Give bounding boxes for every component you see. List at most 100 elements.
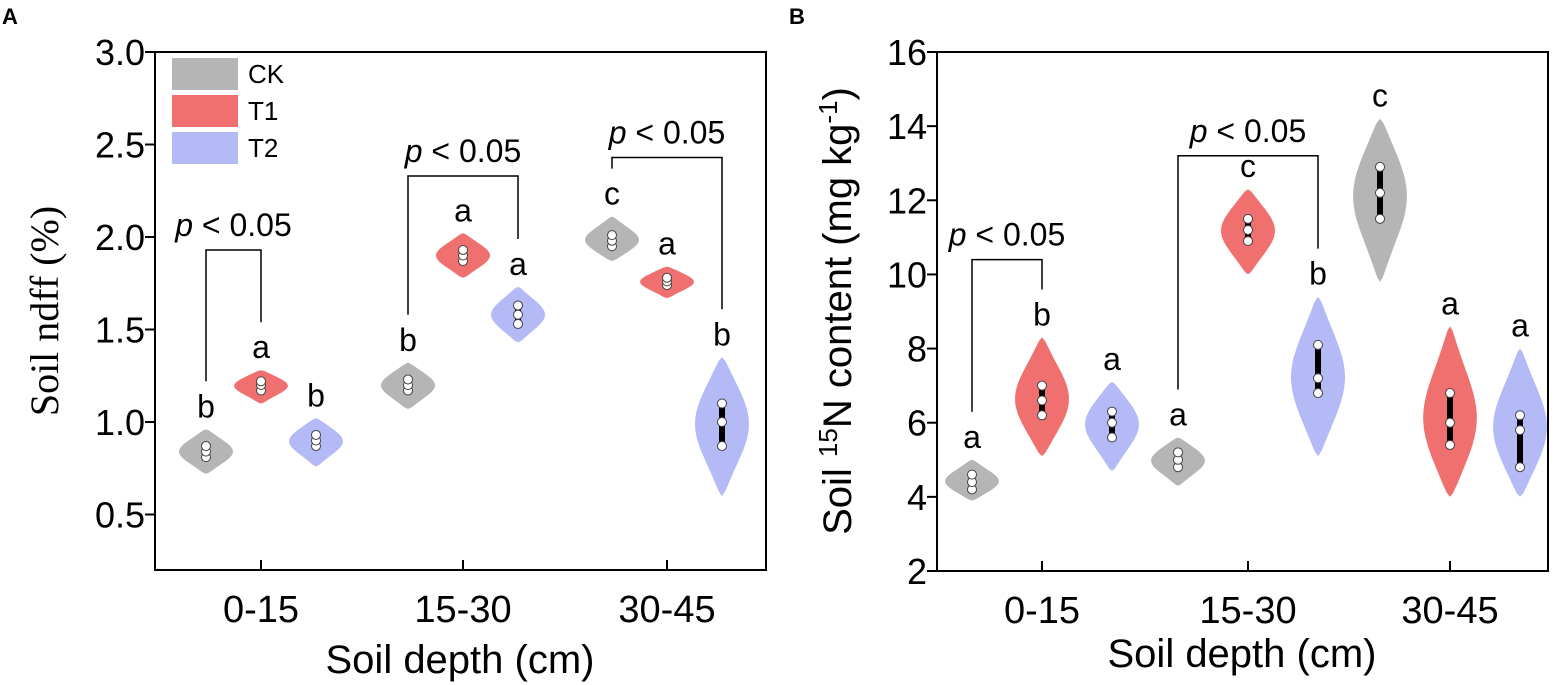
data-point	[1173, 447, 1183, 458]
y-title-b-prefix: Soil	[816, 457, 860, 535]
y-tick-label: 8	[907, 329, 927, 370]
significance-letter: c	[1240, 148, 1256, 184]
data-point	[513, 318, 523, 329]
p-value-label: p < 0.05	[404, 133, 522, 169]
significance-letter: c	[1372, 78, 1388, 114]
x-tick-label: 0-15	[1004, 590, 1080, 632]
x-axis-b: 0-15 15-30 30-45	[1004, 561, 1499, 632]
data-point	[403, 374, 413, 385]
y-tick-label: 14	[887, 106, 927, 147]
y-tick-label: 2.0	[95, 217, 145, 258]
data-point	[607, 230, 617, 241]
data-point	[311, 429, 321, 440]
data-point	[1107, 406, 1117, 417]
p-symbol: p	[174, 207, 193, 243]
data-point	[1107, 432, 1117, 443]
data-point	[1037, 380, 1047, 391]
data-point	[1243, 213, 1253, 224]
data-point	[717, 417, 727, 427]
y-tick-label: 2	[907, 551, 927, 592]
data-point	[201, 441, 211, 452]
p-symbol: p	[1189, 113, 1208, 149]
y-axis-title-a: Soil ndff (%)	[22, 206, 67, 416]
data-point	[967, 469, 977, 480]
panel-letter-a: A	[2, 4, 18, 29]
significance-letter: b	[1033, 296, 1051, 332]
data-point	[1515, 462, 1525, 473]
significance-letter: a	[1511, 308, 1529, 344]
x-tick-label: 15-30	[414, 589, 511, 631]
data-point	[1445, 388, 1455, 399]
y-tick-label: 3.0	[95, 32, 145, 73]
y-axis-a: 0.5 1.0 1.5 2.0 2.5 3.0	[95, 32, 155, 536]
p-value-label: p < 0.05	[948, 217, 1066, 253]
x-axis-title-a: Soil depth (cm)	[326, 638, 595, 682]
data-point	[1037, 395, 1047, 406]
x-axis-title-b: Soil depth (cm)	[1108, 632, 1377, 676]
data-point	[513, 309, 523, 320]
significance-letter: a	[454, 192, 472, 228]
y-title-b-sup: 15	[813, 428, 843, 457]
y-tick-label: 1.0	[95, 402, 145, 443]
p-value-label: p < 0.05	[174, 207, 292, 243]
data-point	[458, 244, 468, 255]
y-axis-title-b: Soil 15N content (mg kg-1)	[813, 87, 860, 535]
y-title-b-sup2: -1	[813, 100, 843, 123]
significance-letter: a	[1169, 397, 1187, 433]
brackets-b: p < 0.05p < 0.05	[948, 113, 1319, 412]
legend-label-t2: T2	[248, 133, 278, 163]
data-point	[717, 441, 727, 452]
y-title-b-mid: N content (mg kg	[816, 124, 860, 429]
p-value-label: p < 0.05	[608, 114, 726, 150]
p-symbol: p	[608, 114, 627, 150]
significance-letter: a	[1103, 341, 1121, 377]
data-point	[1515, 410, 1525, 421]
significance-letter: b	[1309, 256, 1327, 292]
x-tick-label: 30-45	[618, 589, 715, 631]
p-symbol: p	[948, 217, 967, 253]
significance-letter: b	[713, 316, 731, 352]
x-axis-a: 0-15 15-30 30-45	[223, 560, 716, 631]
significance-bracket	[1177, 155, 1319, 390]
legend-swatch-ck	[172, 58, 238, 90]
significance-letter: a	[1441, 285, 1459, 321]
p-threshold: < 0.05	[423, 133, 522, 169]
x-tick-label: 15-30	[1199, 590, 1296, 632]
brackets-a: p < 0.05p < 0.05p < 0.05	[174, 114, 726, 382]
data-point	[662, 272, 672, 283]
significance-bracket	[407, 175, 519, 315]
y-tick-label: 16	[887, 32, 927, 73]
data-point	[1037, 410, 1047, 421]
p-value-label: p < 0.05	[1189, 113, 1307, 149]
legend-label-ck: CK	[248, 59, 285, 89]
significance-bracket	[971, 258, 1043, 412]
violin-box	[1315, 344, 1321, 394]
violins-a: b b c a a a b a b	[179, 176, 749, 496]
y-tick-label: 2.5	[95, 125, 145, 166]
plot-frame-a	[154, 51, 767, 571]
data-point	[256, 376, 266, 387]
y-tick-label: 6	[907, 403, 927, 444]
data-point	[1243, 236, 1253, 247]
legend-swatch-t1	[172, 95, 238, 127]
significance-letter: b	[307, 377, 325, 413]
p-threshold: < 0.05	[193, 207, 292, 243]
x-tick-label: 30-45	[1401, 590, 1498, 632]
significance-letter: a	[252, 329, 270, 365]
panel-letter-b: B	[789, 4, 805, 29]
panel-b: B 2 4 6 8 10 12 14 16 0-15 15-30 30-45 a a c b c a a ba …	[789, 4, 1549, 676]
data-point	[1243, 224, 1253, 235]
legend: CK T1 T2	[172, 58, 285, 164]
significance-letter: a	[658, 226, 676, 262]
data-point	[1313, 388, 1323, 399]
y-axis-b: 2 4 6 8 10 12 14 16	[887, 32, 937, 592]
significance-letter: a	[963, 419, 981, 455]
data-point	[1375, 187, 1385, 198]
p-threshold: < 0.05	[1208, 113, 1307, 149]
data-point	[1107, 417, 1117, 428]
x-tick-label: 0-15	[223, 589, 299, 631]
legend-label-t1: T1	[248, 96, 278, 126]
data-point	[1445, 439, 1455, 450]
data-point	[717, 398, 727, 409]
